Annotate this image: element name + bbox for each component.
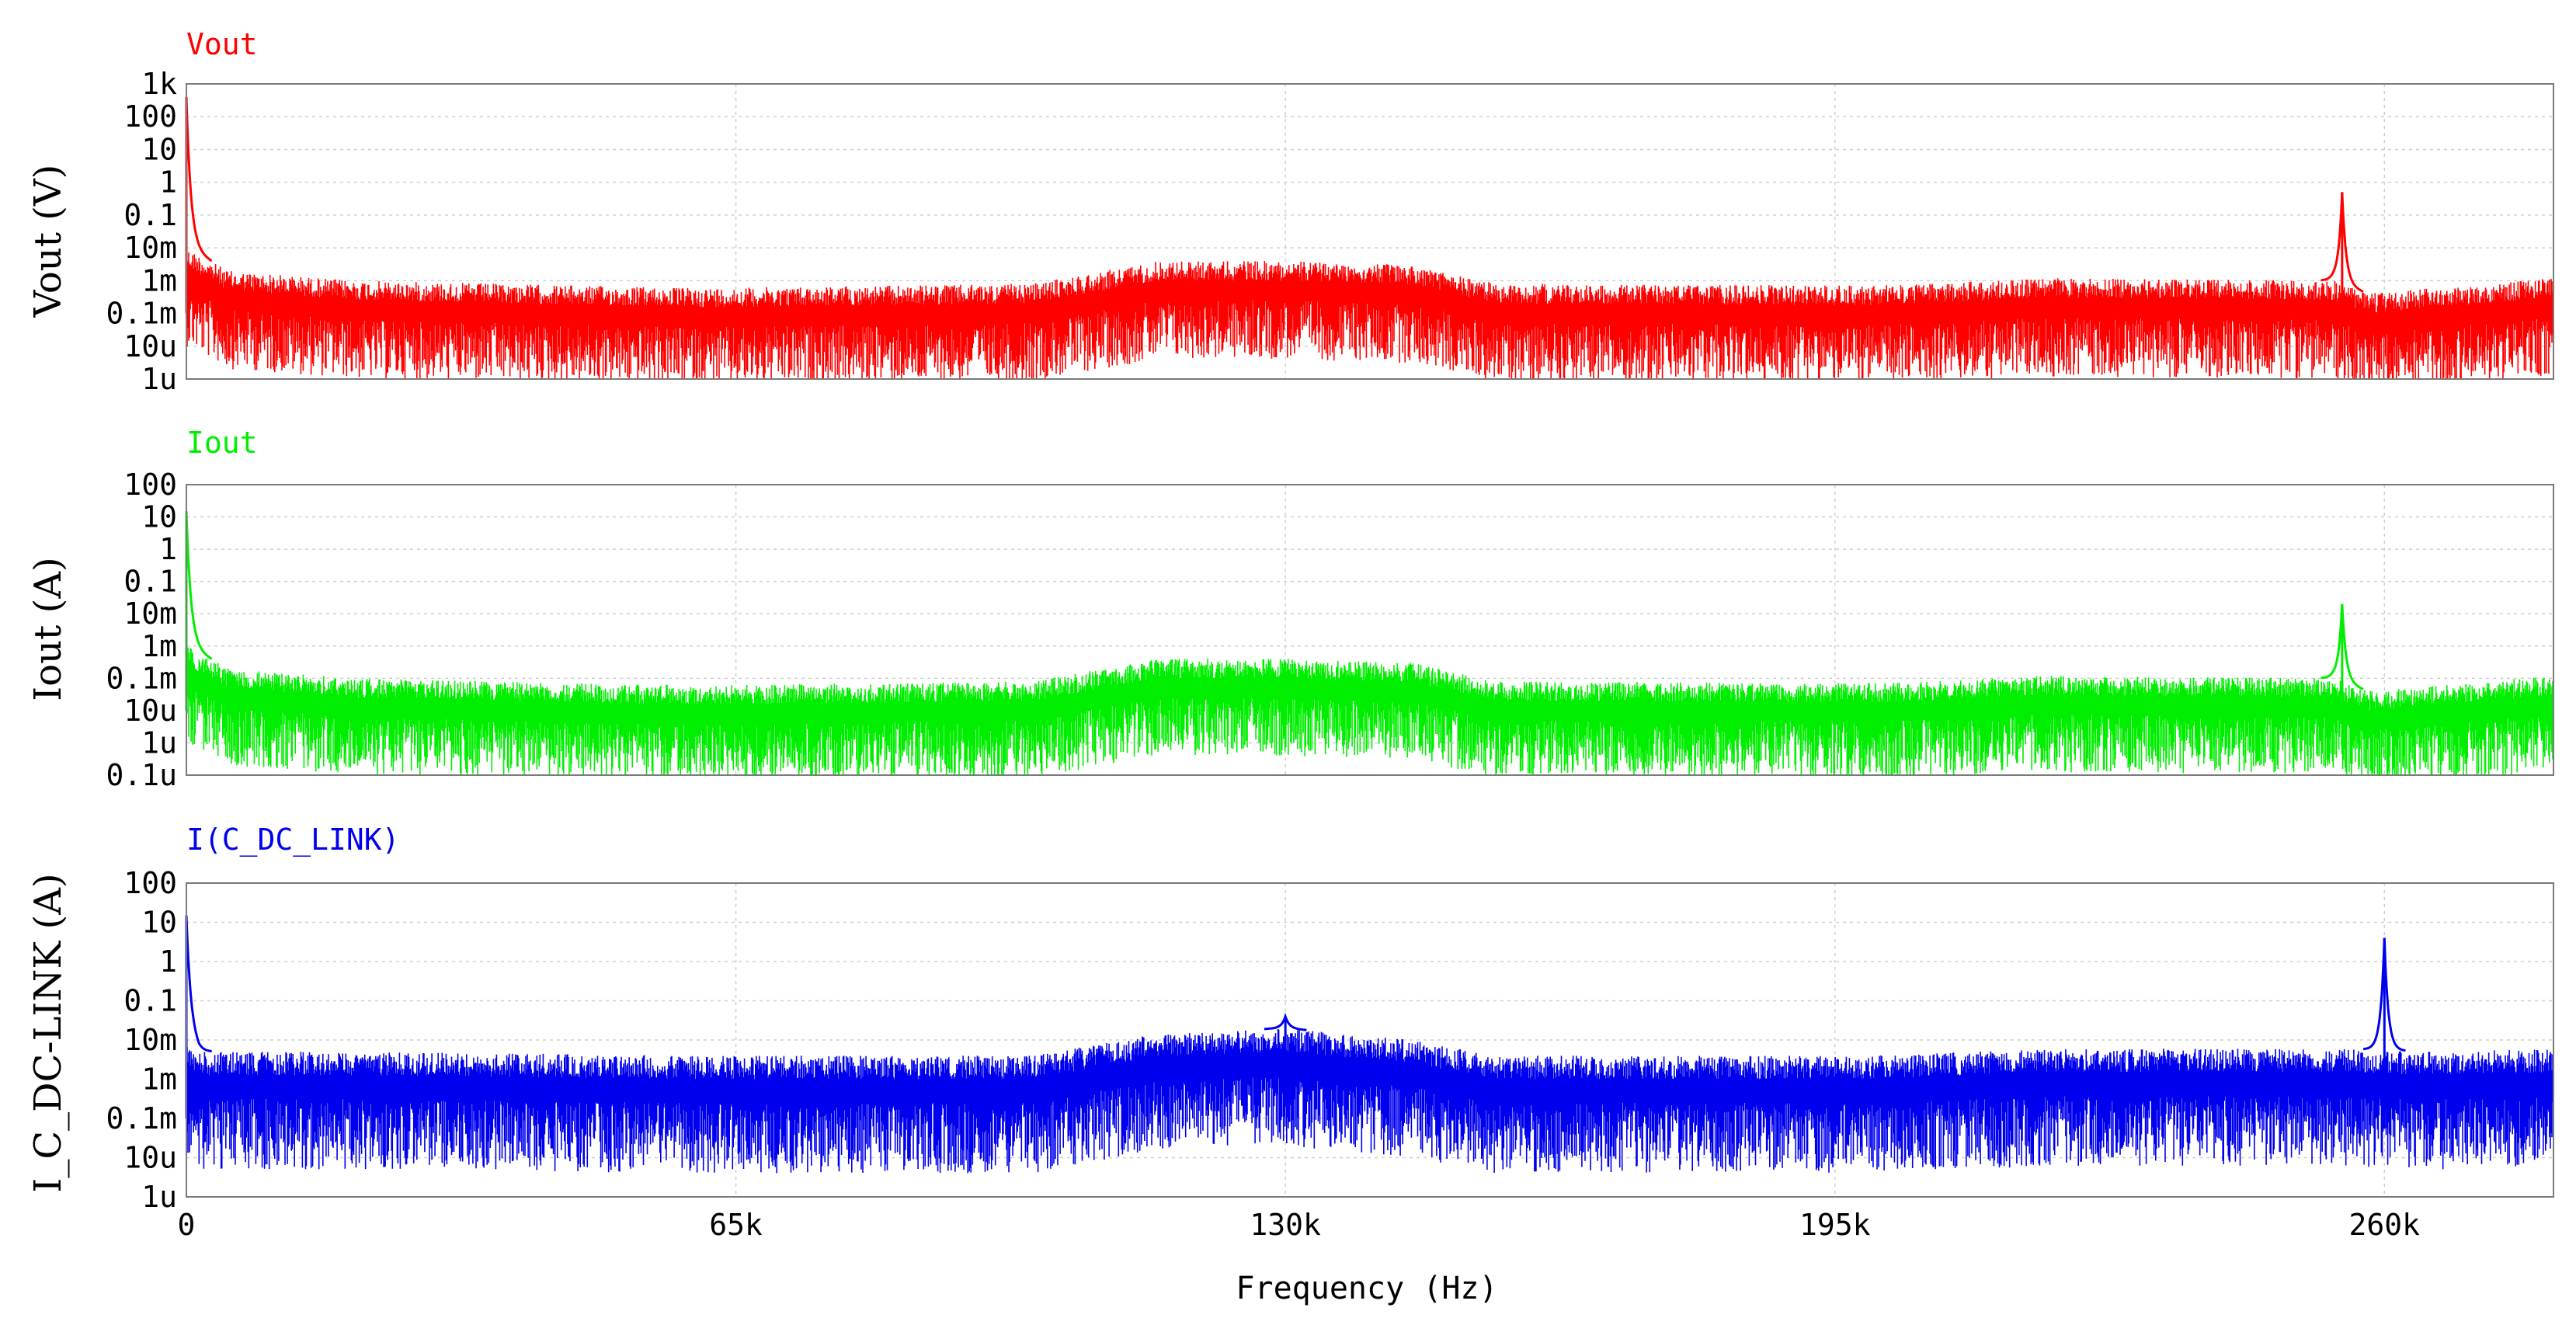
y-tick-label: 0.1m <box>106 1101 177 1136</box>
y-ticks-ic-dc-link: 100 10 1 0.1 10m 1m 0.1m 10u 1u <box>106 866 177 1214</box>
y-tick-label: 1 <box>159 165 177 200</box>
trace-peak <box>2320 603 2364 690</box>
y-tick-label: 0.1 <box>123 198 177 232</box>
plot-frame-vout <box>186 83 2554 380</box>
panel-iout: Iout Iout (A) 1001010.110m1m0.1m10u1u0.1… <box>26 426 2554 792</box>
y-tick-label: 1u <box>141 362 177 396</box>
plot-frame-ic-dc-link <box>186 882 2554 1198</box>
y-tick-label: 0.1u <box>106 758 177 792</box>
x-tick-label: 65k <box>709 1208 763 1242</box>
y-tick-label: 1k <box>141 67 177 101</box>
y-tick-label: 1m <box>141 263 177 297</box>
panel-ic-dc-link: I(C_DC_LINK) I_C_DC-LINK (A) 1001010.110… <box>26 823 2554 1214</box>
y-tick-label: 10m <box>123 596 177 631</box>
y-tick-label: 100 <box>123 866 177 900</box>
y-tick-label: 1u <box>141 1180 177 1214</box>
trace-peak <box>185 96 213 263</box>
y-axis-label-vout: Vout (V) <box>26 165 70 318</box>
trace-peak <box>185 915 212 1052</box>
y-tick-label: 10 <box>141 906 177 940</box>
y-axis-label-ic-dc-link: I_C_DC-LINK (A) <box>26 873 70 1192</box>
trace-noise <box>186 252 2554 379</box>
trace-vout <box>185 96 2554 379</box>
x-ticks: 0 65k 130k 195k 260k <box>178 1208 2421 1242</box>
x-tick-label: 130k <box>1250 1208 1321 1242</box>
y-tick-label: 10 <box>141 132 177 166</box>
y-tick-label: 100 <box>123 468 177 502</box>
x-axis-label: Frequency (Hz) <box>1236 1271 1497 1306</box>
y-tick-label: 1u <box>141 725 177 760</box>
y-tick-label: 0.1m <box>106 661 177 695</box>
y-tick-label: 0.1 <box>123 565 177 599</box>
trace-peak <box>185 511 213 660</box>
y-tick-label: 1m <box>141 629 177 663</box>
y-tick-label: 100 <box>123 99 177 134</box>
trace-iout <box>185 511 2554 775</box>
trace-noise <box>186 647 2554 775</box>
y-axis-label-iout: Iout (A) <box>26 557 70 701</box>
plot-frame-iout <box>186 484 2554 776</box>
trace-noise <box>186 1029 2554 1174</box>
y-tick-label: 10m <box>123 231 177 265</box>
panel-title-iout: Iout <box>186 426 258 460</box>
panel-title-ic-dc-link: I(C_DC_LINK) <box>186 823 400 857</box>
x-tick-label: 260k <box>2349 1208 2421 1242</box>
trace-ic-dc-link <box>185 915 2554 1174</box>
y-tick-label: 0.1 <box>123 984 177 1018</box>
y-tick-label: 10u <box>123 329 177 363</box>
y-tick-label: 0.1m <box>106 297 177 331</box>
y-tick-label: 10u <box>123 694 177 728</box>
y-tick-label: 10 <box>141 500 177 534</box>
y-tick-label: 1 <box>159 532 177 566</box>
y-tick-label: 1 <box>159 944 177 979</box>
y-tick-label: 10m <box>123 1023 177 1057</box>
x-tick-label: 195k <box>1799 1208 1871 1242</box>
y-tick-label: 1m <box>141 1063 177 1097</box>
x-tick-label: 0 <box>178 1208 196 1242</box>
y-tick-label: 10u <box>123 1141 177 1175</box>
panel-title-vout: Vout <box>186 27 258 61</box>
